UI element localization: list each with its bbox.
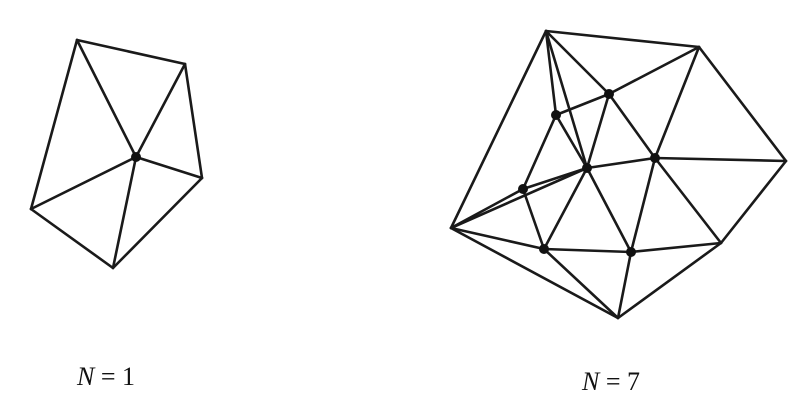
edge-v5-v4 bbox=[29, 155, 138, 211]
edge-p1-p6 bbox=[585, 92, 611, 170]
edge-v5-v1 bbox=[134, 62, 187, 159]
edge-p0-p1 bbox=[554, 92, 611, 117]
edge-p1-p2 bbox=[607, 92, 657, 160]
edge-p5-p6 bbox=[521, 166, 589, 191]
edge-h3-p2 bbox=[653, 156, 723, 245]
edge-h3-h4 bbox=[616, 241, 723, 320]
caption-n1: N = 1 bbox=[77, 362, 135, 392]
interior-point-p6 bbox=[582, 163, 592, 173]
edge-h3-p3 bbox=[629, 241, 723, 254]
edge-v5-v2 bbox=[134, 155, 204, 180]
edge-v5-v3 bbox=[111, 155, 138, 270]
caption-n1-value: 1 bbox=[122, 362, 136, 391]
edge-p2-p6 bbox=[585, 156, 657, 170]
caption-n1-equals: = bbox=[100, 362, 116, 391]
edge-h4-p4 bbox=[542, 247, 620, 320]
edge-h1-h2 bbox=[697, 45, 788, 163]
interior-point-p4 bbox=[539, 244, 549, 254]
edge-h5-h0 bbox=[449, 29, 548, 230]
edge-h4-h5 bbox=[449, 226, 620, 320]
edge-v4-v0 bbox=[29, 38, 79, 211]
edge-h2-h3 bbox=[719, 159, 788, 245]
edge-h2-p2 bbox=[653, 156, 788, 163]
caption-n1-variable: N bbox=[77, 362, 95, 391]
interior-point-p2 bbox=[650, 153, 660, 163]
edge-h0-p1 bbox=[544, 29, 611, 96]
edge-p6-p0 bbox=[554, 113, 589, 170]
interior-point-p3 bbox=[626, 247, 636, 257]
interior-point-p1 bbox=[604, 89, 614, 99]
edge-v5-v0 bbox=[75, 38, 138, 159]
edge-h1-p2 bbox=[653, 45, 701, 160]
edge-h5-p4 bbox=[449, 226, 546, 251]
caption-n7: N = 7 bbox=[582, 367, 640, 397]
edge-v0-v1 bbox=[75, 38, 187, 66]
edge-h1-p1 bbox=[607, 45, 701, 96]
edge-h0-p6 bbox=[544, 29, 589, 170]
edge-h0-h1 bbox=[544, 29, 701, 49]
edge-p4-p6 bbox=[542, 166, 589, 251]
caption-n7-variable: N bbox=[582, 367, 600, 396]
edge-h4-p3 bbox=[616, 250, 633, 320]
edge-p4-p5 bbox=[521, 187, 546, 251]
edge-p2-p3 bbox=[629, 156, 657, 254]
edge-h5-p6 bbox=[449, 166, 589, 230]
edge-v3-v4 bbox=[29, 207, 115, 270]
edge-v1-v2 bbox=[183, 62, 204, 180]
edge-p3-p4 bbox=[542, 247, 633, 254]
interior-point-p5 bbox=[518, 184, 528, 194]
caption-n7-equals: = bbox=[605, 367, 621, 396]
edge-v2-v3 bbox=[111, 176, 204, 270]
edge-p5-p0 bbox=[521, 113, 558, 191]
interior-point-v5 bbox=[131, 152, 141, 162]
edge-h0-p0 bbox=[544, 29, 558, 117]
triangulation-n7 bbox=[449, 29, 788, 320]
triangulation-n1 bbox=[29, 38, 204, 270]
caption-n7-value: 7 bbox=[627, 367, 641, 396]
edge-p3-p6 bbox=[585, 166, 633, 254]
interior-point-p0 bbox=[551, 110, 561, 120]
